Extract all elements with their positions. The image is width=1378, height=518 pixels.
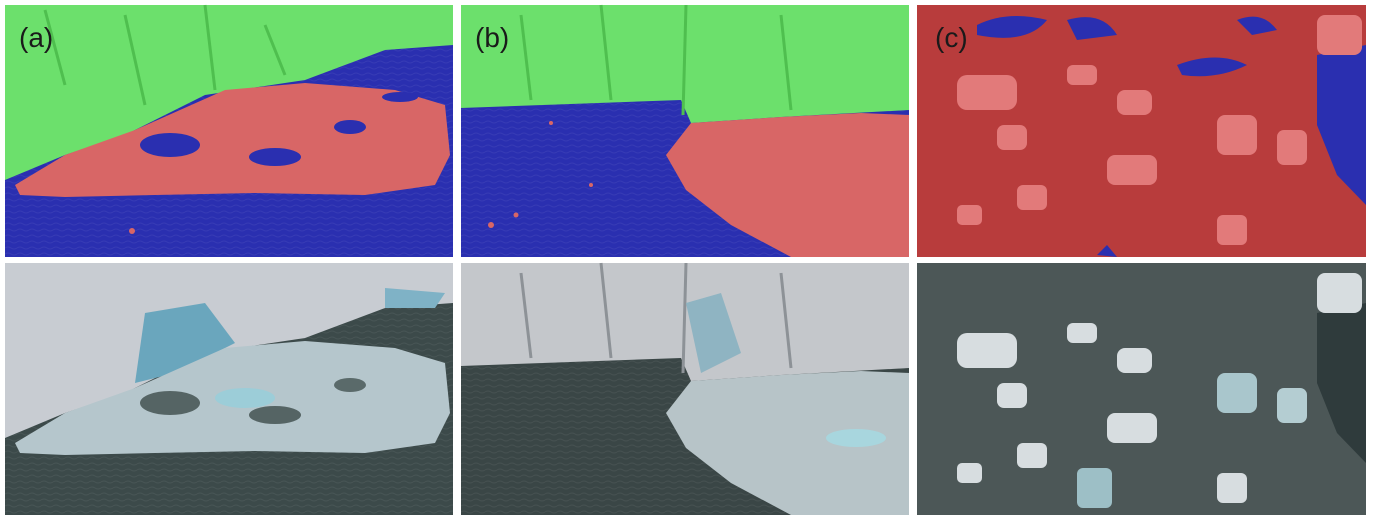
panel-c-segmentation: (c) (917, 5, 1366, 257)
panel-label: (a) (19, 22, 53, 53)
panel-c-photo (917, 263, 1366, 515)
panel-label: (b) (475, 22, 509, 53)
figure: (a) (b) (c) (0, 0, 1378, 518)
panel-b-segmentation: (b) (461, 5, 909, 257)
panel-a-photo (5, 263, 453, 515)
panel-a-segmentation: (a) (5, 5, 453, 257)
panel-b-photo (461, 263, 909, 515)
panel-label: (c) (935, 22, 968, 53)
